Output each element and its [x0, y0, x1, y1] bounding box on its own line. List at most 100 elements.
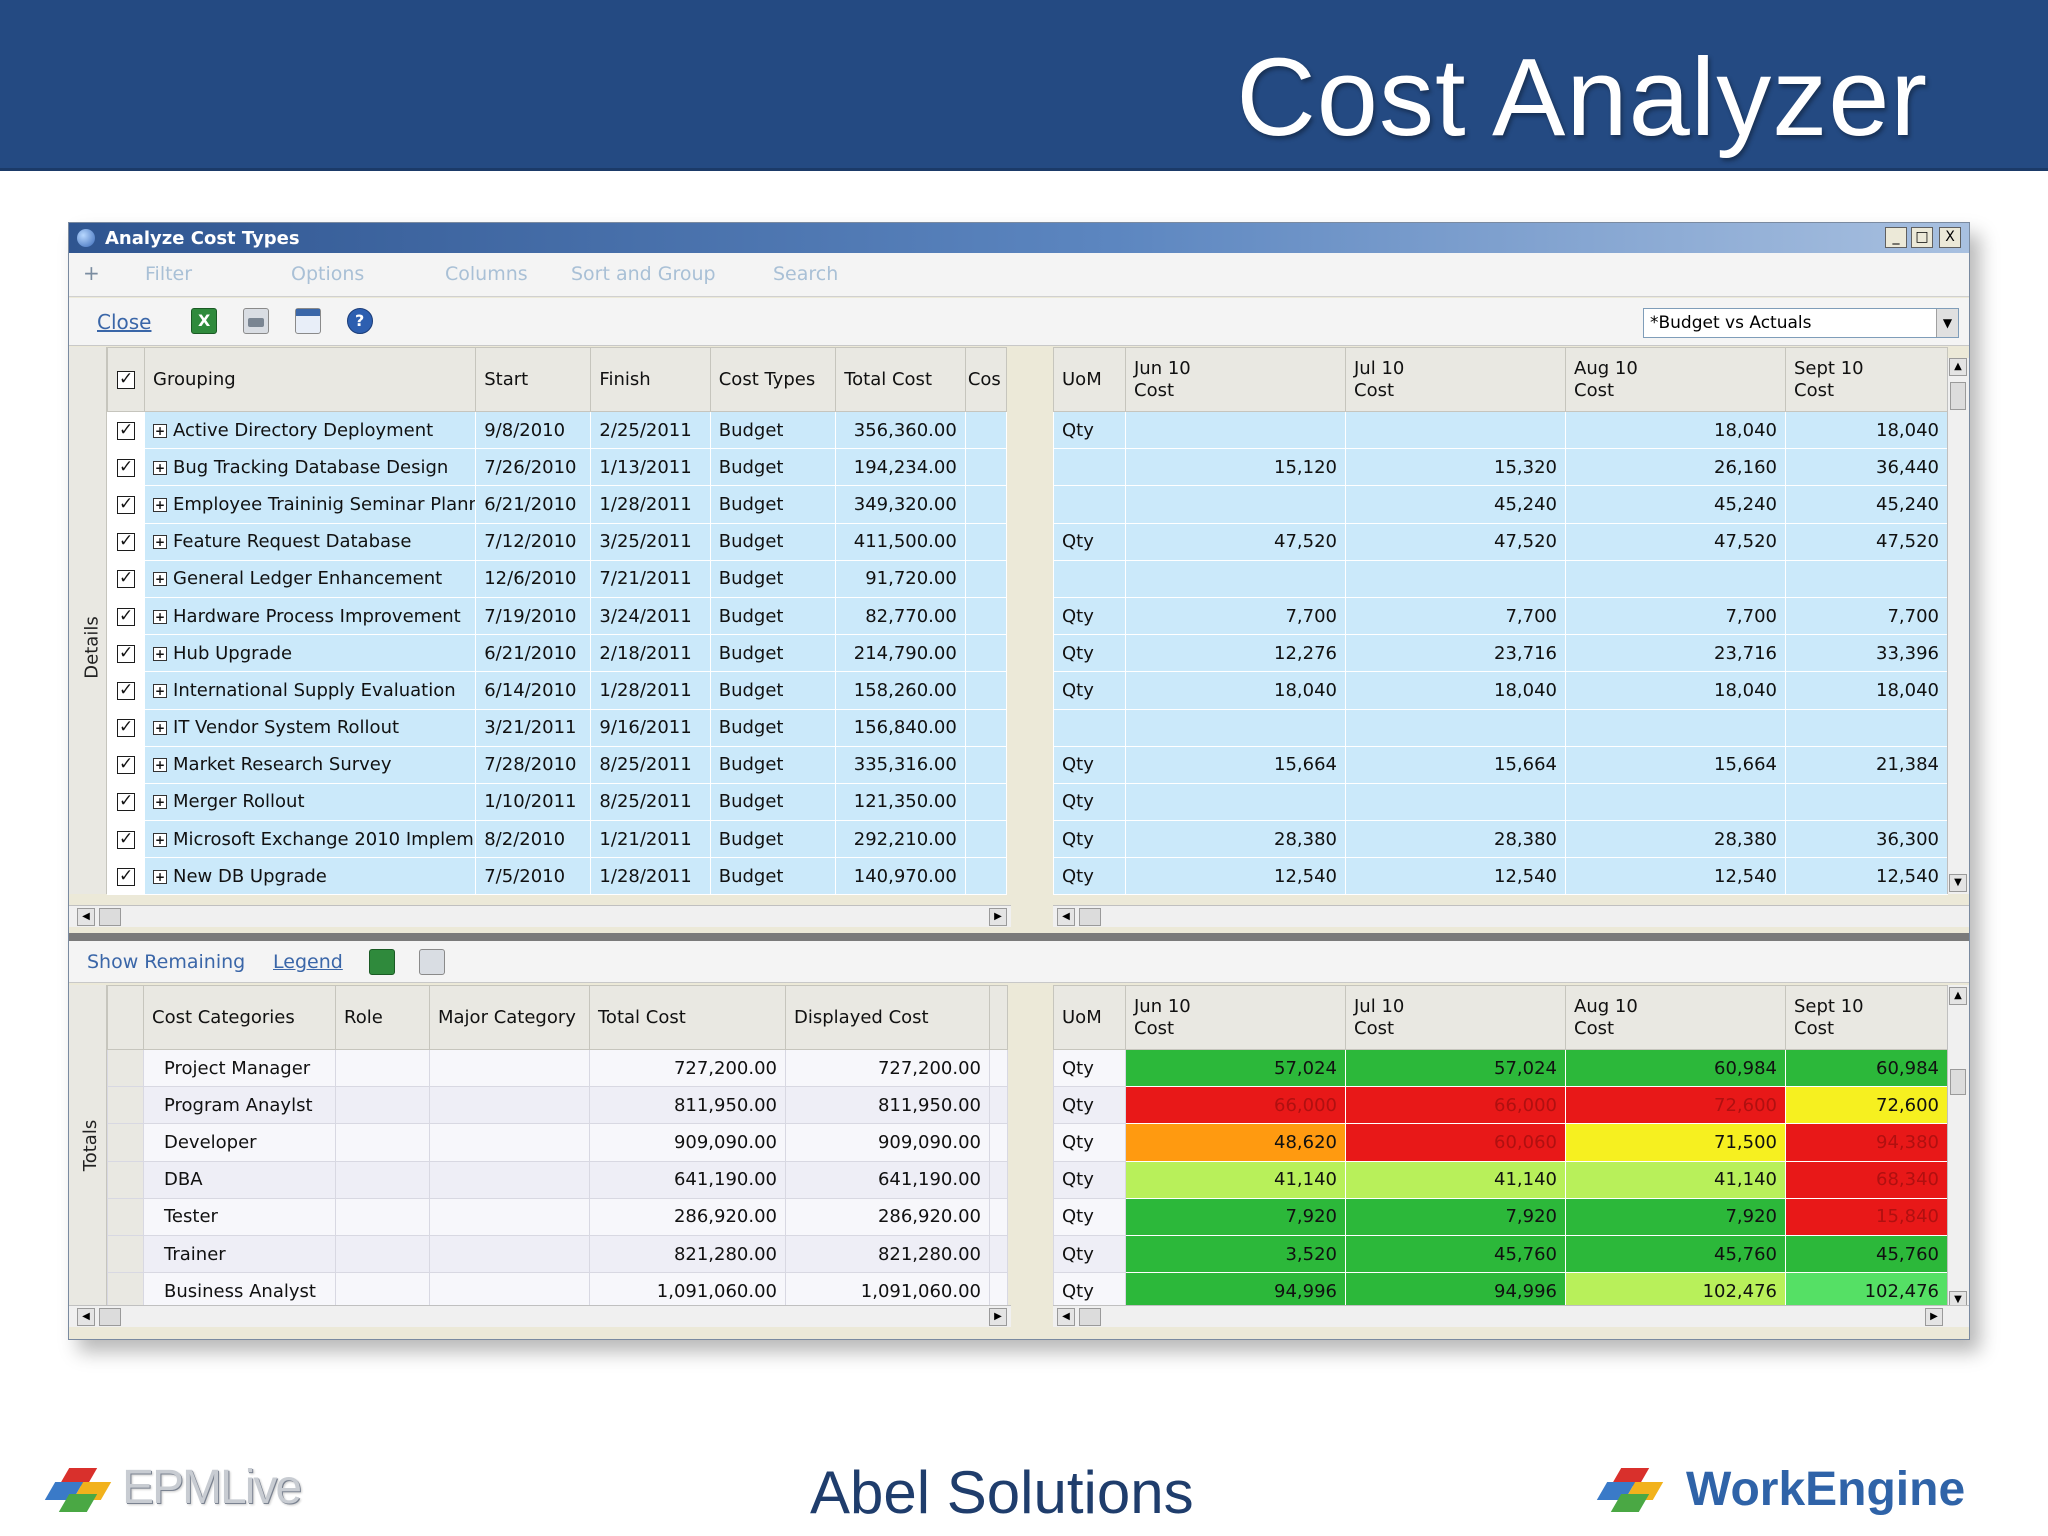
col-start[interactable]: Start [475, 347, 592, 412]
col-cos[interactable]: Cos [964, 347, 1008, 412]
scroll-thumb[interactable] [1079, 1308, 1101, 1326]
expand-plus-icon[interactable]: + [153, 721, 168, 736]
totals-row[interactable]: Trainer 821,280.00 821,280.00 [107, 1234, 1008, 1274]
row-checkbox[interactable] [117, 531, 135, 552]
row-checkbox[interactable] [117, 606, 135, 626]
detail-row[interactable]: + Hub Upgrade 6/21/20102/18/2011Budget214,… [106, 634, 1008, 673]
excel-icon[interactable] [191, 308, 217, 334]
col-grouping[interactable]: Grouping [144, 347, 477, 412]
row-checkbox-cell[interactable] [106, 745, 146, 784]
totals-row[interactable]: Program Anaylst 811,950.00 811,950.00 [107, 1086, 1008, 1125]
detail-row[interactable]: + IT Vendor System Rollout 3/21/20119/16/2… [106, 708, 1008, 747]
menu-columns[interactable]: Columns [445, 263, 528, 285]
col-jun-10[interactable]: Jun 10 Cost [1125, 347, 1346, 412]
show-remaining-button[interactable]: Show Remaining [87, 951, 246, 973]
row-checkbox-cell[interactable] [106, 410, 146, 450]
select-all-checkbox[interactable] [117, 369, 135, 389]
detail-row-periods[interactable]: Qty 18,040 18,040 18,040 18,040 [1053, 671, 1948, 710]
expand-plus-icon[interactable]: + [153, 609, 168, 624]
col-uom[interactable]: UoM [1053, 347, 1126, 412]
select-all-header[interactable] [106, 347, 146, 412]
detail-row[interactable]: + Market Research Survey 7/28/20108/25/201… [106, 745, 1008, 784]
detail-row-periods[interactable]: Qty 15,664 15,664 15,664 21,384 [1053, 745, 1948, 784]
col-total-cost[interactable]: Total Cost [835, 347, 966, 412]
totals-vertical-scrollbar[interactable]: ▲ ▼ [1947, 985, 1969, 1315]
totals-row-periods[interactable]: Qty 48,620 60,060 71,500 94,380 [1053, 1123, 1948, 1162]
calendar-icon[interactable] [295, 308, 321, 334]
totals-row[interactable]: Developer 909,090.00 909,090.00 [107, 1123, 1008, 1162]
details-vertical-scrollbar[interactable]: ▲ ▼ [1947, 358, 1969, 894]
totals-row-periods[interactable]: Qty 94,996 94,996 102,476 102,476 [1053, 1272, 1948, 1311]
col-role[interactable]: Role [335, 985, 430, 1050]
col-displayed-cost[interactable]: Displayed Cost [785, 985, 990, 1050]
totals-row-periods[interactable]: Qty 41,140 41,140 41,140 68,340 [1053, 1160, 1948, 1199]
details-right-hscrollbar[interactable]: ◀ ▶ [1053, 905, 1969, 927]
detail-row[interactable]: + Employee Traininig Seminar Plann6/21/20… [106, 485, 1008, 524]
expand-plus-icon[interactable]: + [153, 869, 168, 884]
scroll-thumb[interactable] [1950, 1069, 1966, 1095]
print-icon[interactable] [243, 308, 269, 334]
col-totals-jul-10[interactable]: Jul 10 Cost [1345, 985, 1566, 1050]
detail-row-periods[interactable] [1053, 708, 1948, 747]
scroll-thumb[interactable] [99, 1308, 121, 1326]
col-cost-types[interactable]: Cost Types [709, 347, 837, 412]
row-checkbox-cell[interactable] [106, 782, 146, 822]
col-totals-uom[interactable]: UoM [1053, 985, 1126, 1050]
help-icon[interactable] [347, 308, 373, 334]
row-checkbox[interactable] [117, 420, 135, 440]
detail-row-periods[interactable]: Qty 28,380 28,380 28,380 36,300 [1053, 820, 1948, 859]
detail-row[interactable]: + New DB Upgrade 7/5/20101/28/2011Budget14… [106, 857, 1008, 896]
expand-plus-icon[interactable]: + [153, 646, 168, 661]
expand-plus-icon[interactable]: + [153, 572, 168, 587]
detail-row-periods[interactable]: 15,120 15,320 26,160 36,440 [1053, 448, 1948, 487]
expand-plus-icon[interactable]: + [153, 795, 168, 810]
row-checkbox[interactable] [117, 457, 135, 477]
menu-sort-and-group[interactable]: Sort and Group [571, 263, 716, 285]
row-checkbox[interactable] [117, 829, 135, 849]
detail-row-periods[interactable]: Qty 12,276 23,716 23,716 33,396 [1053, 634, 1948, 673]
detail-row-periods[interactable]: Qty [1053, 782, 1948, 822]
menu-filter[interactable]: Filter [145, 263, 193, 285]
totals-row-periods[interactable]: Qty 66,000 66,000 72,600 72,600 [1053, 1086, 1948, 1125]
expand-plus-icon[interactable]: + [153, 535, 168, 550]
detail-row[interactable]: + Merger Rollout 1/10/20118/25/2011Budget1… [106, 782, 1008, 822]
view-select[interactable]: *Budget vs Actuals ▼ [1643, 308, 1959, 338]
row-checkbox[interactable] [117, 717, 135, 738]
col-cost-categories[interactable]: Cost Categories [143, 985, 336, 1050]
row-checkbox[interactable] [117, 568, 135, 589]
row-checkbox[interactable] [117, 680, 135, 700]
expand-menu-icon[interactable]: + [83, 261, 100, 285]
col-totals-jun-10[interactable]: Jun 10 Cost [1125, 985, 1346, 1050]
detail-row-periods[interactable] [1053, 559, 1948, 598]
row-checkbox-cell[interactable] [106, 448, 146, 487]
detail-row-periods[interactable]: Qty 18,040 18,040 [1053, 410, 1948, 450]
detail-row[interactable]: + Active Directory Deployment 9/8/20102/25… [106, 410, 1008, 450]
row-checkbox[interactable] [117, 866, 135, 886]
row-checkbox-cell[interactable] [106, 634, 146, 673]
detail-row[interactable]: + International Supply Evaluation 6/14/201… [106, 671, 1008, 710]
maximize-button[interactable]: □ [1911, 227, 1933, 248]
scroll-up-icon[interactable]: ▲ [1949, 987, 1967, 1005]
scroll-thumb[interactable] [1079, 908, 1101, 926]
scroll-right-icon[interactable]: ▶ [1925, 1308, 1943, 1326]
scroll-right-icon[interactable]: ▶ [989, 908, 1007, 926]
window-titlebar[interactable]: Analyze Cost Types _ □ X [69, 223, 1969, 253]
col-finish[interactable]: Finish [590, 347, 711, 412]
col-major-category[interactable]: Major Category [429, 985, 590, 1050]
detail-row-periods[interactable]: 45,240 45,240 45,240 [1053, 485, 1948, 524]
minimize-button[interactable]: _ [1885, 227, 1907, 248]
col-sept-10[interactable]: Sept 10 Cost [1785, 347, 1948, 412]
totals-row-periods[interactable]: Qty 7,920 7,920 7,920 15,840 [1053, 1197, 1948, 1236]
menu-search[interactable]: Search [773, 263, 839, 285]
row-checkbox[interactable] [117, 643, 135, 663]
scroll-left-icon[interactable]: ◀ [77, 1308, 95, 1326]
expand-plus-icon[interactable]: + [153, 497, 168, 512]
scroll-left-icon[interactable]: ◀ [77, 908, 95, 926]
totals-right-hscrollbar[interactable]: ◀ ▶ [1053, 1305, 1969, 1327]
print-icon[interactable] [419, 949, 445, 975]
excel-icon[interactable] [369, 949, 395, 975]
col-totals-total-cost[interactable]: Total Cost [589, 985, 786, 1050]
detail-row[interactable]: + Bug Tracking Database Design 7/26/20101/… [106, 448, 1008, 487]
scroll-left-icon[interactable]: ◀ [1057, 908, 1075, 926]
row-checkbox-cell[interactable] [106, 522, 146, 561]
